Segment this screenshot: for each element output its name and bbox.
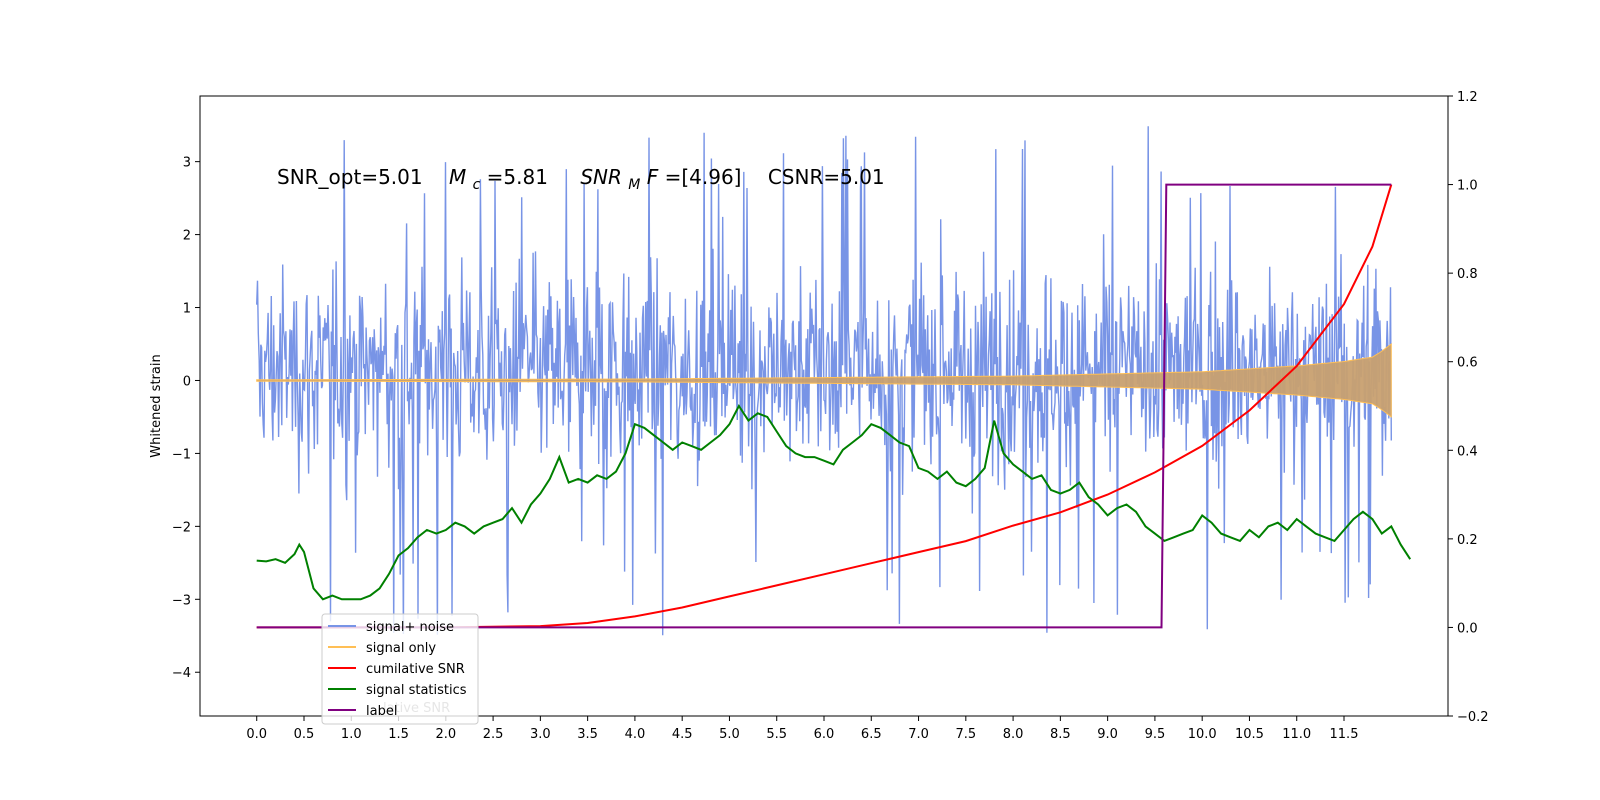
y-right-tick-label: 1.2 bbox=[1457, 90, 1478, 105]
legend-label: signal statistics bbox=[366, 683, 467, 698]
y-left-tick-label: −1 bbox=[172, 447, 191, 462]
mc-symbol: M bbox=[449, 165, 466, 189]
x-tick-label: 4.5 bbox=[672, 727, 693, 742]
series-lines bbox=[256, 183, 1412, 629]
y-left-tick-label: 1 bbox=[183, 302, 191, 317]
x-tick-label: 7.5 bbox=[955, 727, 976, 742]
x-tick-label: 10.5 bbox=[1235, 727, 1264, 742]
snr-opt: SNR_opt=5.01 bbox=[277, 165, 423, 189]
x-tick-label: 6.5 bbox=[861, 727, 882, 742]
x-tick-label: 2.5 bbox=[483, 727, 504, 742]
annotation-text: SNR_opt=5.01 M c =5.81 SNR M F =[4.96] C… bbox=[277, 165, 885, 194]
legend-box bbox=[321, 613, 479, 725]
y-axis-label: Whitened strain bbox=[149, 354, 164, 457]
y-left-tick-label: 0 bbox=[183, 374, 191, 389]
x-tick-label: 1.0 bbox=[341, 727, 362, 742]
x-tick-label: 6.0 bbox=[814, 727, 835, 742]
x-tick-label: 10.0 bbox=[1188, 727, 1217, 742]
y-axis-right: −0.2 0.0 0.2 0.4 0.6 0.8 1.0 1.2 bbox=[1448, 90, 1489, 725]
legend-label: cumilative SNR bbox=[366, 662, 465, 677]
y-right-tick-label: 0.4 bbox=[1457, 444, 1478, 459]
legend-label: label bbox=[366, 704, 397, 719]
x-tick-label: 9.5 bbox=[1145, 727, 1166, 742]
legend-ghost-text: lative SNR bbox=[383, 701, 450, 716]
x-tick-label: 1.5 bbox=[388, 727, 409, 742]
cumulative-snr-line bbox=[256, 184, 1393, 629]
x-tick-label: 3.0 bbox=[530, 727, 551, 742]
signal-statistics-line bbox=[256, 404, 1412, 601]
x-tick-label: 3.5 bbox=[577, 727, 598, 742]
y-left-tick-label: −2 bbox=[172, 520, 191, 535]
snrmf-f: F bbox=[647, 165, 659, 189]
csnr: CSNR=5.01 bbox=[768, 165, 885, 189]
x-tick-label: 8.0 bbox=[1003, 727, 1024, 742]
legend-label: signal only bbox=[366, 641, 436, 656]
x-tick-label: 8.5 bbox=[1050, 727, 1071, 742]
legend: lative SNR signal+ noise signal only cumil… bbox=[321, 613, 479, 725]
x-tick-label: 9.0 bbox=[1097, 727, 1118, 742]
x-axis: 0.0 0.5 1.0 1.5 2.0 2.5 3.0 3.5 4.0 4.5 5.0 5.5 6.0 6… bbox=[246, 716, 1358, 742]
y-left-tick-label: 2 bbox=[183, 229, 191, 244]
x-tick-label: 11.5 bbox=[1330, 727, 1359, 742]
y-left-tick-label: −3 bbox=[172, 593, 191, 608]
y-right-tick-label: 0.2 bbox=[1457, 533, 1478, 548]
x-tick-label: 7.0 bbox=[908, 727, 929, 742]
legend-label: signal+ noise bbox=[366, 620, 454, 635]
x-tick-label: 0.5 bbox=[294, 727, 315, 742]
x-tick-label: 4.0 bbox=[625, 727, 646, 742]
series-signal-only bbox=[256, 342, 1392, 418]
x-tick-label: 5.0 bbox=[719, 727, 740, 742]
x-tick-label: 0.0 bbox=[246, 727, 267, 742]
mc-sub: c bbox=[473, 177, 481, 193]
snrmf-value: =[4.96] bbox=[665, 165, 742, 189]
snrmf-symbol: SNR bbox=[580, 165, 622, 189]
x-tick-label: 2.0 bbox=[435, 727, 456, 742]
x-tick-label: 5.5 bbox=[766, 727, 787, 742]
y-right-tick-label: 1.0 bbox=[1457, 179, 1478, 194]
signal-only-band bbox=[256, 342, 1392, 418]
y-right-tick-label: 0.8 bbox=[1457, 267, 1478, 282]
y-left-tick-label: −4 bbox=[172, 666, 191, 681]
y-right-tick-label: −0.2 bbox=[1457, 710, 1489, 725]
snrmf-sub: M bbox=[628, 177, 640, 193]
y-axis-left: −4 −3 −2 −1 0 1 2 3 bbox=[172, 156, 200, 681]
y-right-tick-label: 0.6 bbox=[1457, 356, 1478, 371]
label-line bbox=[256, 183, 1392, 629]
y-left-tick-label: 3 bbox=[183, 156, 191, 171]
y-right-tick-label: 0.0 bbox=[1457, 621, 1478, 636]
mc-value: =5.81 bbox=[487, 165, 548, 189]
x-tick-label: 11.0 bbox=[1282, 727, 1311, 742]
